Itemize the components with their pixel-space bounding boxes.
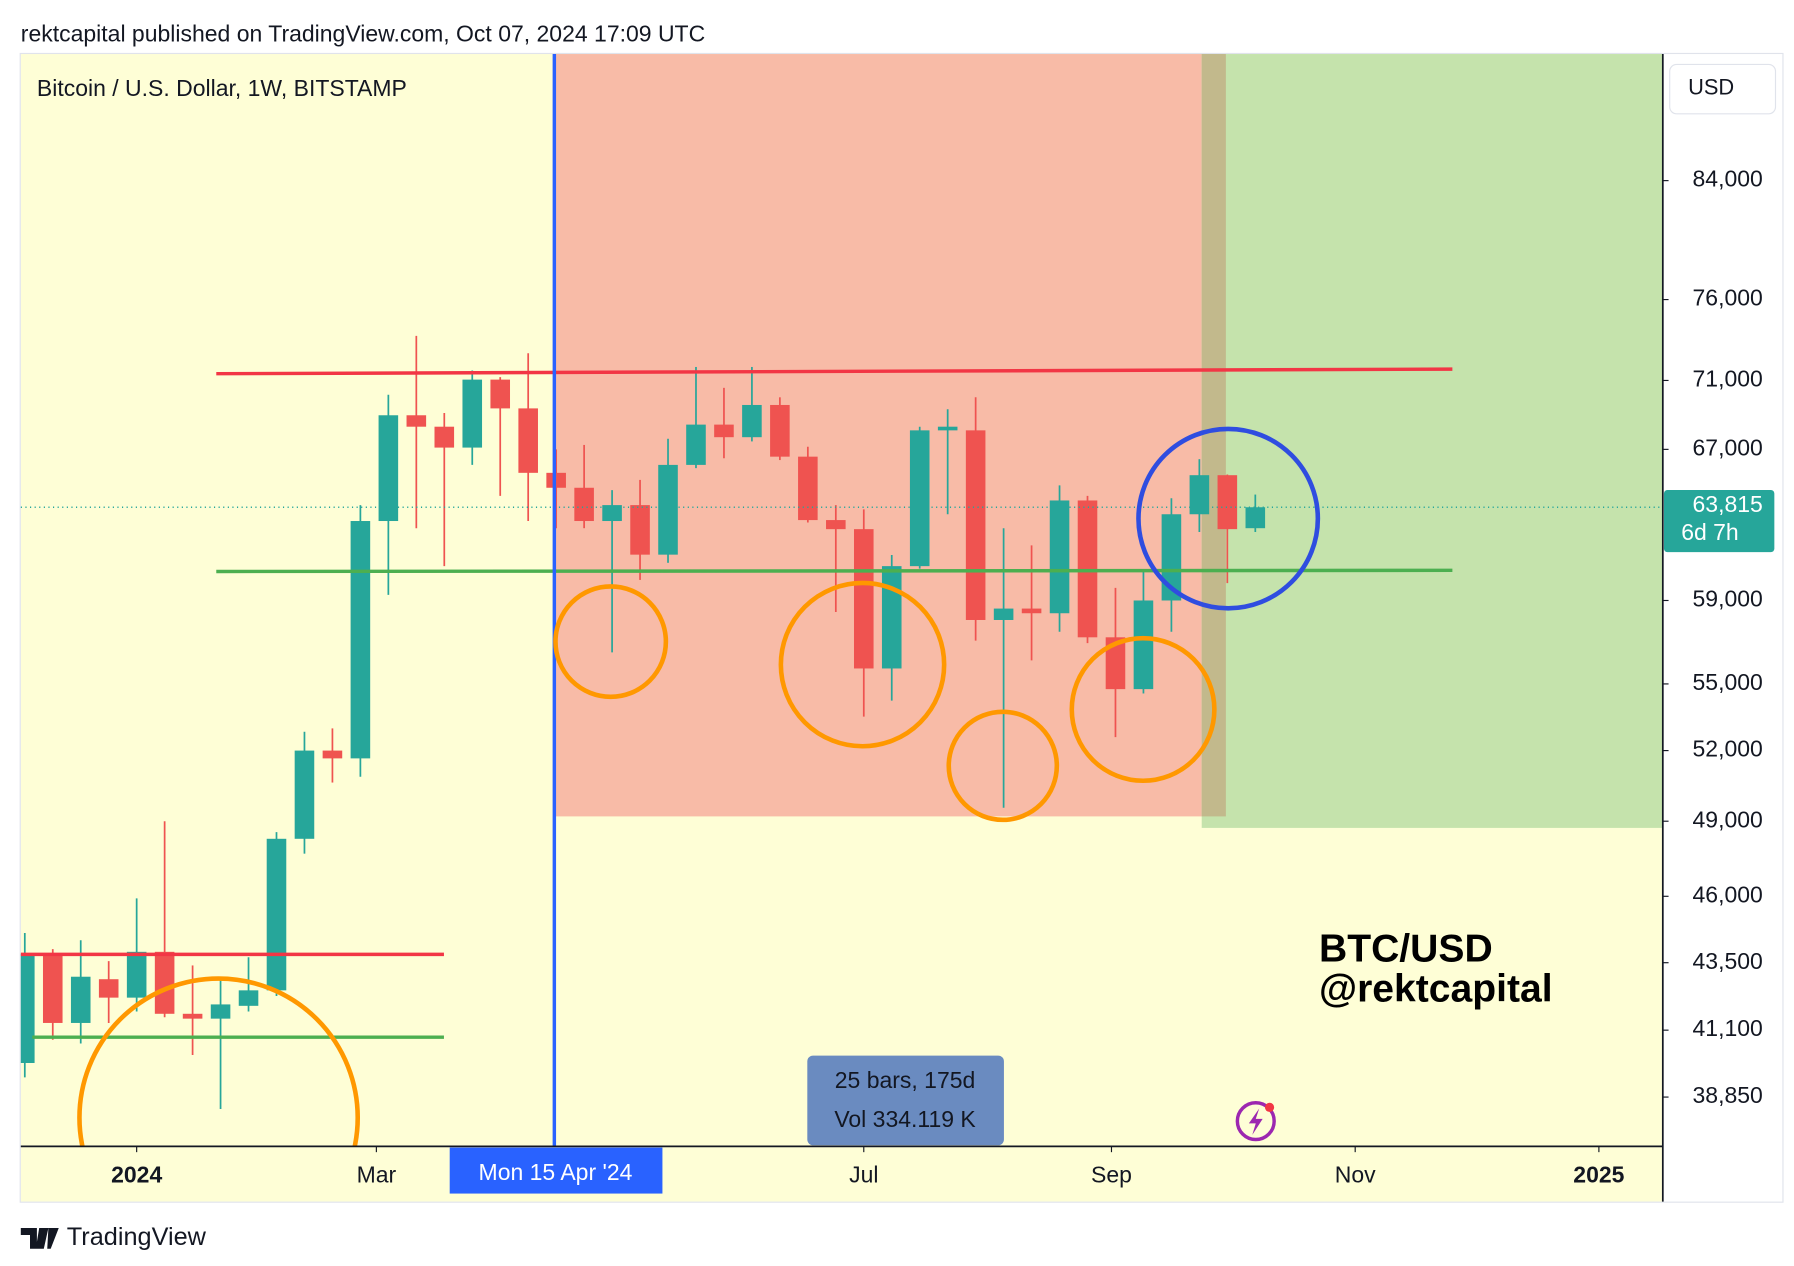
frame (19, 52, 1784, 1203)
axes: 38,850 41,100 43,500 46,000 49,000 52,000 55,0… (20, 166, 1775, 1187)
x-tick-label: Jul (849, 1161, 878, 1187)
candles (20, 335, 1266, 1110)
resistance-line (216, 367, 1453, 376)
candle-body (182, 1013, 203, 1019)
candle-body (1217, 475, 1238, 530)
x-tick-label: Sep (1091, 1161, 1132, 1187)
candle-body (20, 953, 35, 1063)
y-tick-label: 67,000 (1693, 434, 1763, 460)
candle-body (238, 990, 259, 1006)
candle-body (658, 464, 678, 555)
x-tick-label: Mar (357, 1161, 397, 1187)
crosshair-date-box (449, 1147, 663, 1194)
candle-body (1021, 608, 1042, 614)
event-icon[interactable] (1235, 1100, 1276, 1142)
highlight-circle (77, 976, 360, 1147)
y-tick-label: 52,000 (1693, 736, 1763, 762)
candle-body (98, 979, 119, 998)
candle-body (406, 415, 427, 427)
y-tick-label: 55,000 (1693, 669, 1763, 695)
candle-body (518, 408, 538, 473)
y-tick-label: 49,000 (1693, 806, 1763, 832)
x-tick-label: 2024 (111, 1161, 162, 1187)
highlight-circle (553, 584, 669, 700)
candle-body (1077, 500, 1098, 638)
y-tick-label: 76,000 (1693, 285, 1763, 311)
candle-body (686, 424, 706, 465)
candle-body (266, 838, 287, 991)
watermark: @rektcapital (1319, 968, 1553, 1011)
currency-label: USD (1688, 74, 1734, 99)
candle-body (434, 426, 455, 448)
currency-button[interactable] (1669, 63, 1777, 115)
highlight-circle (946, 709, 1060, 823)
candle-body (462, 379, 483, 448)
x-tick-label: Nov (1335, 1161, 1376, 1187)
last-price-label: 63,815 (1693, 491, 1763, 517)
candle-body (154, 951, 175, 1014)
price-axis-area (1662, 54, 1783, 1202)
candle-body (937, 426, 958, 431)
candle-body (70, 976, 91, 1023)
y-tick-label: 41,100 (1693, 1015, 1763, 1041)
watermark: BTC/USD (1319, 927, 1493, 970)
candle-body (965, 430, 986, 620)
candle-body (126, 951, 147, 998)
y-tick-label: 71,000 (1693, 366, 1763, 392)
measure-volume: Vol 334.119 K (834, 1106, 976, 1132)
candle-body (602, 505, 622, 522)
y-tick-label: 59,000 (1693, 586, 1763, 612)
highlight-circle (778, 580, 947, 749)
event-icon-bolt (1248, 1108, 1263, 1135)
y-tick-label: 43,500 (1693, 948, 1763, 974)
measure-range: 25 bars, 175d (835, 1067, 976, 1093)
candle-body (574, 487, 594, 522)
candle-body (1189, 475, 1210, 515)
y-tick-label: 46,000 (1693, 881, 1763, 907)
candle-body (1161, 514, 1182, 601)
candle-body (546, 472, 566, 488)
candle-body (1245, 507, 1266, 529)
candle-body (770, 404, 790, 457)
y-tick-label: 38,850 (1693, 1082, 1763, 1108)
candle-body (742, 404, 762, 438)
symbol-title: Bitcoin / U.S. Dollar, 1W, BITSTAMP (37, 75, 407, 101)
candle-body (714, 424, 734, 438)
range-box-red (555, 54, 1226, 817)
candle-body (881, 566, 902, 669)
candle-body (826, 520, 846, 530)
candle-body (993, 608, 1014, 620)
candle-body (210, 1004, 231, 1019)
candle-body (322, 750, 343, 759)
candle-body (909, 430, 930, 567)
header: rektcapital published on TradingView.com… (21, 21, 705, 47)
range-box-green (1201, 54, 1663, 828)
x-tick-label: 2025 (1573, 1161, 1624, 1187)
candle-body (42, 953, 63, 1023)
measure-box (807, 1055, 1004, 1146)
candle-body (378, 415, 399, 522)
candle-body (853, 529, 874, 669)
last-price-box (1663, 490, 1775, 553)
candle-body (490, 379, 511, 409)
brand: TradingView (67, 1223, 207, 1251)
candle-body (630, 505, 650, 555)
highlight-circle (1136, 426, 1321, 611)
countdown-label: 6d 7h (1681, 519, 1739, 545)
crosshair-date: Mon 15 Apr '24 (479, 1159, 633, 1185)
candle-body (294, 750, 315, 839)
candle-body (1105, 637, 1126, 690)
candle-body (1133, 600, 1154, 690)
event-dot (1264, 1102, 1275, 1112)
support-line (216, 568, 1453, 574)
candle-body (798, 456, 818, 521)
highlight-circle (1069, 635, 1217, 784)
y-tick-label: 84,000 (1693, 166, 1763, 192)
candle-body (350, 521, 371, 759)
candle-body (1049, 500, 1070, 614)
brand-logo (20, 1228, 59, 1249)
